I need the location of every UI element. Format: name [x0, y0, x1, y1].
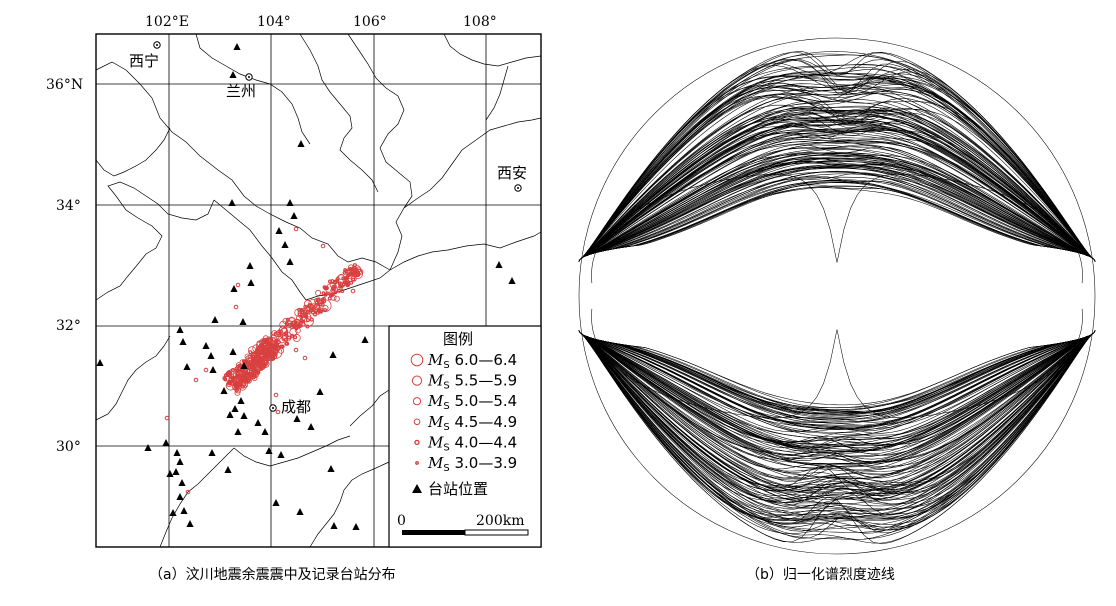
city-markers: 西宁 兰州 西安 成都: [129, 41, 527, 416]
legend-station: 台站位置: [412, 480, 488, 498]
lon-label-108: 108°: [463, 14, 497, 30]
map-frame: [95, 33, 542, 548]
city-xian: 西安: [497, 164, 527, 192]
legend-label-4: MS 4.0—4.4: [427, 433, 517, 453]
scale-bar: 0 200km: [397, 513, 529, 536]
legend-title: 图例: [443, 330, 473, 348]
spectral-intensity-traces: [578, 37, 1096, 555]
lon-label-104: 104°: [257, 14, 291, 30]
legend-symbol-4: [414, 439, 420, 446]
city-label-lanzhou: 兰州: [226, 82, 256, 100]
legend-symbol-0: [410, 353, 424, 367]
panel-b-traces: （b）归一化谱烈度迹线: [578, 37, 1096, 583]
legend-symbol-3: [413, 418, 421, 426]
lat-label-32: 32°: [56, 318, 81, 334]
lat-label-30: 30°: [56, 439, 81, 455]
lat-labels: 36°N 34° 32° 30°: [46, 77, 83, 455]
lon-label-102: 102°E: [145, 14, 189, 30]
city-lanzhou: 兰州: [226, 73, 256, 100]
city-chengdu: 成都: [269, 398, 311, 416]
lon-labels: 102°E 104° 106° 108°: [145, 14, 497, 30]
legend-box: [388, 325, 542, 548]
seismic-stations: [96, 43, 516, 530]
legend-items: MS 6.0—6.4MS 5.5—5.9MS 5.0—5.4MS 4.5—4.9…: [410, 351, 517, 474]
legend-label-0: MS 6.0—6.4: [427, 351, 517, 371]
city-label-xining: 西宁: [129, 52, 159, 70]
caption-a: （a）汶川地震余震震中及记录台站分布: [149, 566, 396, 583]
map-legend: 图例 MS 6.0—6.4MS 5.5—5.9MS 5.0—5.4MS 4.5—…: [388, 325, 542, 548]
legend-symbol-2: [412, 397, 422, 406]
legend-label-5: MS 3.0—3.9: [427, 454, 517, 474]
aftershock-epicenters: [164, 226, 364, 495]
lat-label-34: 34°: [56, 198, 81, 214]
scale-start: 0: [397, 513, 406, 529]
lon-label-106: 106°: [353, 14, 387, 30]
legend-label-3: MS 4.5—4.9: [427, 413, 517, 433]
scale-end: 200km: [476, 513, 524, 529]
city-xining: 西宁: [129, 41, 161, 70]
legend-symbol-1: [411, 375, 423, 386]
legend-label-1: MS 5.5—5.9: [427, 372, 517, 392]
legend-station-label: 台站位置: [428, 480, 488, 498]
province-borders: [95, 33, 542, 548]
lat-label-36: 36°N: [46, 77, 83, 93]
legend-label-2: MS 5.0—5.4: [427, 392, 517, 412]
caption-b: （b）归一化谱烈度迹线: [746, 566, 895, 583]
city-label-xian: 西安: [497, 164, 527, 182]
city-label-chengdu: 成都: [281, 398, 311, 416]
panel-a-map: 西宁 兰州 西安 成都 102°E 104° 106° 108°: [46, 14, 542, 583]
legend-symbol-5: [415, 461, 419, 465]
